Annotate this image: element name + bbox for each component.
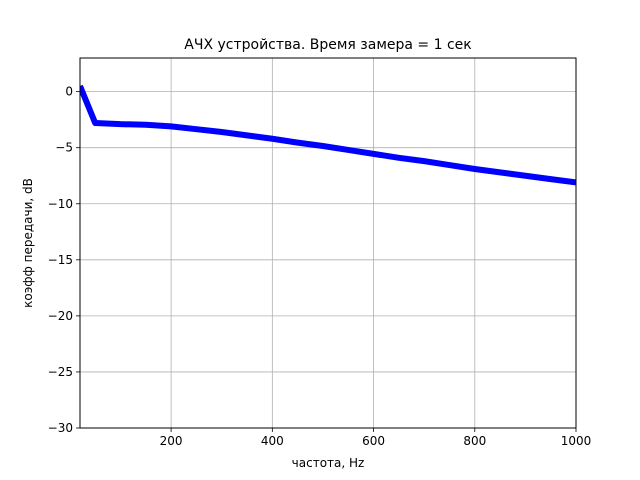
- x-tick-label: 200: [160, 434, 183, 448]
- y-tick-label: −20: [48, 309, 73, 323]
- x-tick-label: 400: [261, 434, 284, 448]
- y-tick-label: −25: [48, 365, 73, 379]
- x-tick-label: 1000: [561, 434, 592, 448]
- x-axis-label: частота, Hz: [292, 456, 365, 470]
- axes-frame: [79, 57, 577, 429]
- y-axis-label: коэфф передачи, dB: [21, 178, 35, 308]
- x-tick-label: 600: [362, 434, 385, 448]
- y-tick-label: −10: [48, 197, 73, 211]
- plot-lines: [80, 84, 576, 186]
- y-tick-label: −30: [48, 421, 73, 435]
- y-tick-label: −5: [55, 141, 73, 155]
- y-tick-label: 0: [65, 85, 73, 99]
- chart-title: АЧХ устройства. Время замера = 1 сек: [184, 37, 471, 53]
- y-tick-label: −15: [48, 253, 73, 267]
- ticks: 200 400 600 800 1000 0 −5 −10 −15 −20 −25 −30: [48, 85, 592, 448]
- series-line-0: [80, 84, 576, 186]
- x-tick-label: 800: [463, 434, 486, 448]
